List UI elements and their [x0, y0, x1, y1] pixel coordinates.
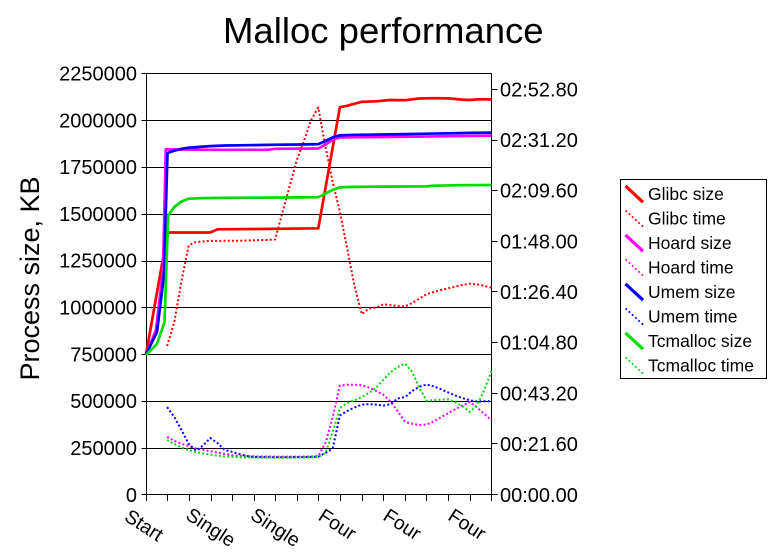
svg-text:Tcmalloc time: Tcmalloc time — [648, 355, 754, 375]
svg-text:Malloc performance: Malloc performance — [223, 10, 544, 51]
svg-text:01:26.40: 01:26.40 — [500, 282, 578, 304]
svg-text:Tcmalloc size: Tcmalloc size — [648, 331, 752, 351]
svg-text:1250000: 1250000 — [59, 251, 137, 273]
svg-text:1500000: 1500000 — [59, 204, 137, 226]
svg-text:02:09.60: 02:09.60 — [500, 181, 578, 203]
svg-text:Umem time: Umem time — [648, 306, 737, 326]
svg-text:2250000: 2250000 — [59, 64, 137, 86]
svg-text:0: 0 — [126, 485, 137, 507]
svg-text:00:43.20: 00:43.20 — [500, 383, 578, 405]
svg-text:Hoard time: Hoard time — [648, 257, 734, 277]
svg-text:Glibc time: Glibc time — [648, 208, 726, 228]
svg-text:Hoard size: Hoard size — [648, 233, 732, 253]
svg-text:500000: 500000 — [70, 391, 137, 413]
svg-text:02:31.20: 02:31.20 — [500, 130, 578, 152]
svg-text:01:04.80: 01:04.80 — [500, 333, 578, 355]
svg-text:1750000: 1750000 — [59, 157, 137, 179]
svg-text:2000000: 2000000 — [59, 110, 137, 132]
svg-text:Process size, KB: Process size, KB — [15, 176, 45, 380]
svg-text:750000: 750000 — [70, 344, 137, 366]
svg-text:1000000: 1000000 — [59, 298, 137, 320]
svg-text:00:21.60: 00:21.60 — [500, 434, 578, 456]
svg-text:250000: 250000 — [70, 438, 137, 460]
svg-text:Glibc size: Glibc size — [648, 184, 724, 204]
svg-text:00:00.00: 00:00.00 — [500, 485, 578, 507]
svg-text:Umem size: Umem size — [648, 282, 736, 302]
svg-text:02:52.80: 02:52.80 — [500, 79, 578, 101]
svg-text:01:48.00: 01:48.00 — [500, 231, 578, 253]
